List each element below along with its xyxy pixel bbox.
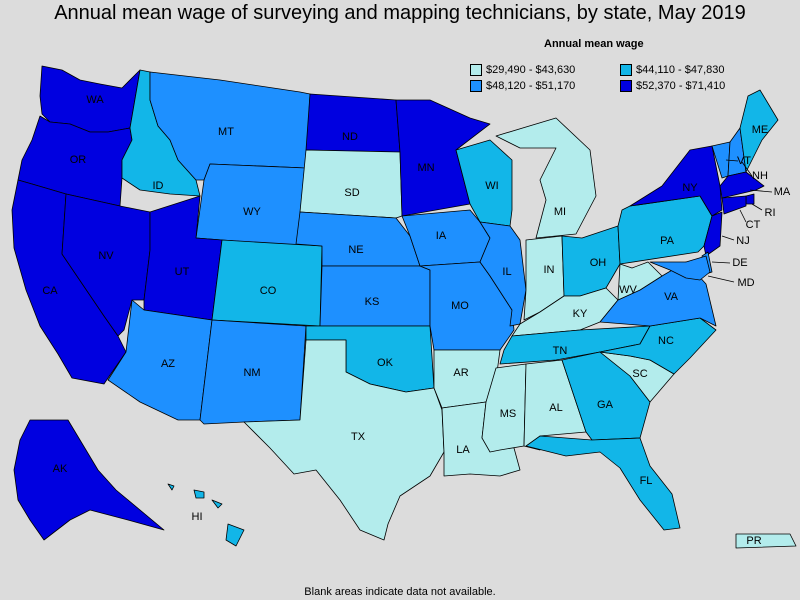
state-label-ri: RI xyxy=(765,207,776,219)
state-label-ak: AK xyxy=(53,463,68,475)
state-label-ms: MS xyxy=(500,408,517,420)
state-co[interactable] xyxy=(211,239,323,327)
state-label-nc: NC xyxy=(658,335,674,347)
state-label-fl: FL xyxy=(640,475,653,487)
state-label-pr: PR xyxy=(746,535,761,547)
state-tx[interactable] xyxy=(243,339,445,541)
state-label-nd: ND xyxy=(342,131,358,143)
state-label-az: AZ xyxy=(161,358,175,370)
state-label-or: OR xyxy=(70,154,87,166)
state-label-in: IN xyxy=(544,264,555,276)
state-label-ct: CT xyxy=(746,219,761,231)
legend-item-bin-4: $52,370 - $71,410 xyxy=(620,79,780,93)
state-label-md: MD xyxy=(737,277,754,289)
state-label-nh: NH xyxy=(752,170,768,182)
state-label-ut: UT xyxy=(175,266,190,278)
state-nc[interactable] xyxy=(599,317,717,375)
state-label-mo: MO xyxy=(451,300,469,312)
state-md[interactable] xyxy=(649,255,711,281)
legend-swatch-bin-2 xyxy=(620,64,632,76)
state-label-hi: HI xyxy=(192,511,203,523)
state-label-ar: AR xyxy=(453,367,468,379)
state-label-ga: GA xyxy=(597,399,614,411)
footnote: Blank areas indicate data not available. xyxy=(304,586,496,598)
state-label-wi: WI xyxy=(485,180,498,192)
state-pr[interactable] xyxy=(735,533,797,549)
state-label-wv: WV xyxy=(619,284,637,296)
leader-line-ri xyxy=(751,203,763,211)
legend-item-bin-2: $44,110 - $47,830 xyxy=(620,63,780,77)
state-label-ks: KS xyxy=(365,296,380,308)
leader-line-vt xyxy=(725,159,739,162)
legend-label-bin-1: $29,490 - $43,630 xyxy=(486,64,576,76)
legend-label-bin-3: $48,120 - $51,170 xyxy=(486,80,576,92)
state-label-nm: NM xyxy=(243,367,260,379)
state-sd[interactable] xyxy=(299,149,403,219)
state-label-ok: OK xyxy=(377,357,394,369)
legend-label-bin-4: $52,370 - $71,410 xyxy=(636,80,726,92)
leader-line-nh xyxy=(741,161,753,177)
state-label-ma: MA xyxy=(774,186,791,198)
state-label-il: IL xyxy=(502,266,511,278)
state-label-co: CO xyxy=(260,285,277,297)
state-label-vt: VT xyxy=(737,155,751,167)
legend-title: Annual mean wage xyxy=(544,38,644,50)
state-label-pa: PA xyxy=(660,235,675,247)
state-label-me: ME xyxy=(752,124,769,136)
state-label-sd: SD xyxy=(344,187,359,199)
state-wi[interactable] xyxy=(455,139,513,227)
state-label-ne: NE xyxy=(348,244,363,256)
state-label-id: ID xyxy=(153,180,164,192)
state-label-ca: CA xyxy=(42,285,58,297)
leader-line-ma xyxy=(749,189,773,193)
state-mi[interactable] xyxy=(495,117,597,239)
state-nd[interactable] xyxy=(305,93,401,153)
leader-line-md xyxy=(707,275,735,283)
state-label-mi: MI xyxy=(554,206,566,218)
state-label-nj: NJ xyxy=(736,235,749,247)
state-label-ny: NY xyxy=(682,182,698,194)
legend-label-bin-2: $44,110 - $47,830 xyxy=(636,64,725,76)
state-fl[interactable] xyxy=(525,435,681,531)
state-hi[interactable] xyxy=(167,483,245,547)
state-label-va: VA xyxy=(664,291,679,303)
legend-item-bin-3: $48,120 - $51,170 xyxy=(470,79,620,93)
state-label-la: LA xyxy=(456,444,470,456)
map-title: Annual mean wage of surveying and mappin… xyxy=(54,2,746,24)
state-label-wy: WY xyxy=(243,206,261,218)
state-label-mn: MN xyxy=(417,162,434,174)
state-label-ky: KY xyxy=(573,308,588,320)
state-il[interactable] xyxy=(479,221,527,327)
state-label-oh: OH xyxy=(590,257,607,269)
state-label-tx: TX xyxy=(351,431,366,443)
legend-item-bin-1: $29,490 - $43,630 xyxy=(470,63,620,77)
legend-swatch-bin-4 xyxy=(620,80,632,92)
legend-swatch-bin-3 xyxy=(470,80,482,92)
legend-swatch-bin-1 xyxy=(470,64,482,76)
legend: Annual mean wage $29,490 - $43,630 $44,1… xyxy=(470,38,790,93)
state-label-wa: WA xyxy=(86,94,104,106)
leader-line-ct xyxy=(739,209,747,223)
leader-line-de xyxy=(711,261,731,264)
state-ct[interactable] xyxy=(721,195,747,215)
state-label-mt: MT xyxy=(218,126,234,138)
leader-line-nj xyxy=(721,235,735,241)
state-pa[interactable] xyxy=(617,195,713,265)
state-label-al: AL xyxy=(549,402,562,414)
state-label-de: DE xyxy=(732,257,747,269)
state-label-tn: TN xyxy=(553,345,568,357)
state-label-nv: NV xyxy=(98,250,114,262)
state-label-sc: SC xyxy=(632,368,647,380)
state-ri[interactable] xyxy=(745,193,755,205)
state-ak[interactable] xyxy=(13,419,165,541)
state-nj[interactable] xyxy=(703,211,723,257)
state-label-ia: IA xyxy=(436,230,447,242)
